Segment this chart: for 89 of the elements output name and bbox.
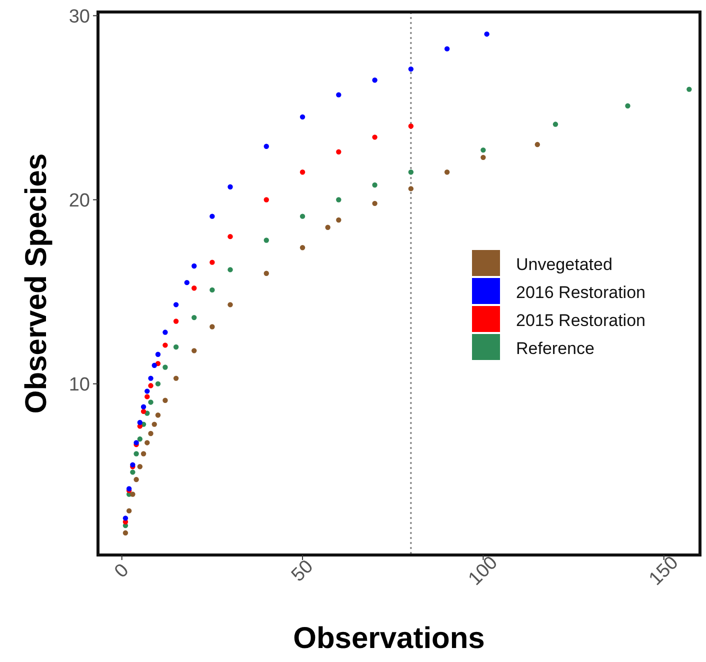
point (336, 197, 342, 202)
point (173, 302, 179, 308)
x-tick-label: 0 (110, 560, 134, 582)
point (300, 114, 306, 120)
x-axis-title: Observations (293, 622, 485, 655)
point (140, 404, 146, 410)
point (140, 408, 146, 414)
point (264, 197, 269, 202)
point (372, 78, 378, 83)
legend-label: 2015 Restoration (516, 310, 646, 330)
point (144, 440, 150, 446)
point (192, 286, 197, 291)
point (192, 314, 197, 320)
point (162, 364, 168, 370)
point (625, 103, 630, 108)
point (184, 280, 190, 286)
point (122, 516, 128, 521)
legend-label: Reference (516, 338, 594, 358)
point (134, 476, 139, 482)
point (155, 412, 161, 418)
point (300, 214, 306, 219)
y-tick-label: 30 (68, 6, 90, 28)
point (552, 122, 558, 127)
point (336, 92, 342, 98)
legend-label: 2016 Restoration (516, 282, 646, 302)
point (122, 530, 128, 536)
point (336, 217, 342, 223)
point (534, 142, 540, 148)
point (210, 214, 215, 219)
point (408, 170, 414, 175)
point (126, 508, 132, 514)
point (152, 362, 157, 368)
point (408, 186, 414, 192)
point (372, 182, 378, 188)
point (152, 422, 157, 427)
point (173, 376, 179, 381)
point (325, 224, 330, 230)
point (210, 324, 215, 330)
point (173, 318, 179, 324)
point (228, 302, 233, 308)
point (137, 420, 143, 426)
point (144, 388, 150, 394)
point (264, 144, 269, 149)
point (144, 394, 150, 400)
point (162, 330, 168, 335)
point (148, 430, 154, 436)
point (484, 31, 490, 37)
point (162, 342, 168, 348)
point (264, 270, 269, 276)
y-tick-label: 10 (68, 374, 90, 396)
point (228, 234, 233, 240)
point (148, 400, 154, 405)
point (444, 46, 450, 52)
point (480, 147, 486, 153)
point (372, 134, 378, 140)
point (686, 86, 692, 92)
point (192, 348, 197, 354)
point (137, 464, 143, 470)
point (300, 170, 306, 175)
point (173, 344, 179, 350)
point (155, 352, 161, 357)
point (336, 149, 342, 154)
point (130, 470, 136, 475)
y-axis-title: Observed Species (20, 153, 53, 414)
point (210, 287, 215, 293)
point (130, 492, 136, 497)
point (148, 376, 154, 381)
point (228, 267, 233, 272)
point (210, 260, 215, 265)
point (480, 154, 486, 160)
point (155, 381, 161, 386)
point (408, 124, 414, 129)
point (300, 245, 306, 250)
point (372, 200, 378, 206)
point (228, 184, 233, 190)
x-tick-label: 100 (464, 552, 502, 590)
x-tick-label: 150 (645, 552, 683, 590)
point (264, 238, 269, 243)
point (140, 451, 146, 456)
point (162, 398, 168, 403)
point (408, 66, 414, 72)
point (148, 383, 154, 388)
legend-label: Unvegetated (516, 254, 612, 274)
point (192, 263, 197, 269)
point (137, 436, 143, 442)
x-tick-label: 50 (288, 556, 318, 586)
y-tick-label: 20 (68, 190, 90, 212)
point (134, 451, 139, 456)
point (444, 170, 450, 175)
